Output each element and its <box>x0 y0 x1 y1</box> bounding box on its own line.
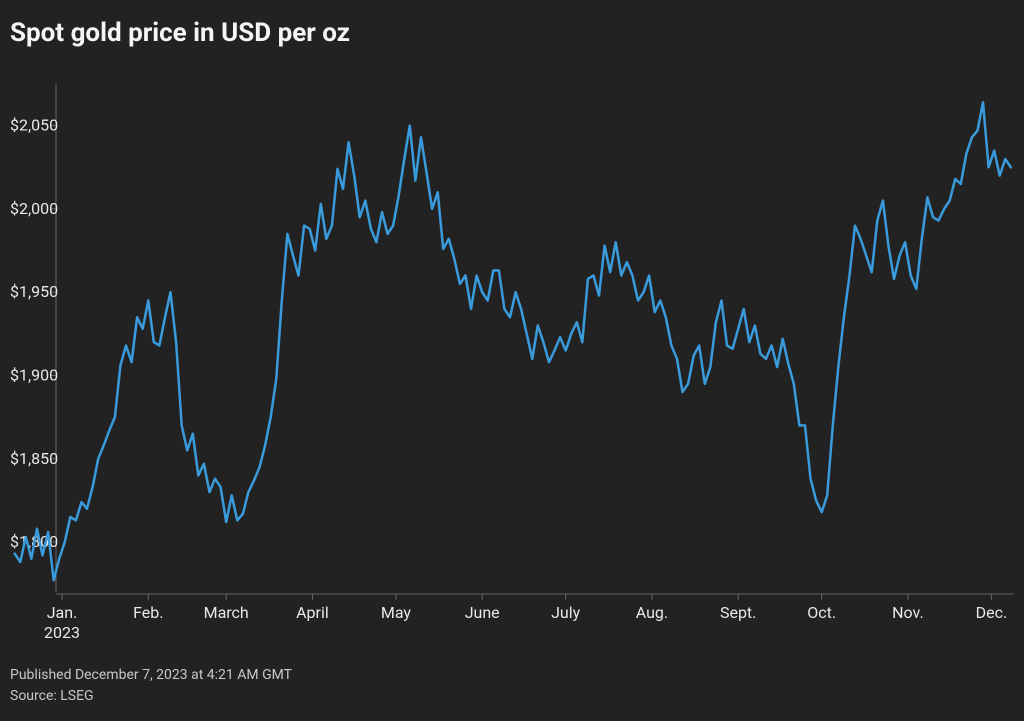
price-line <box>15 102 1011 580</box>
chart-area: $1,800$1,850$1,900$1,950$2,000$2,050Jan.… <box>10 84 1014 652</box>
data-source: Source: LSEG <box>10 686 292 707</box>
chart-title: Spot gold price in USD per oz <box>10 18 1014 48</box>
x-tick-label: June <box>465 603 500 622</box>
x-tick-label: Oct. <box>807 603 836 622</box>
y-tick-label: $1,900 <box>10 365 58 384</box>
x-tick-label: April <box>296 603 329 622</box>
x-tick-label: Jan. <box>47 603 78 622</box>
x-tick-label: July <box>551 603 581 622</box>
y-tick-label: $1,950 <box>10 282 58 301</box>
published-timestamp: Published December 7, 2023 at 4:21 AM GM… <box>10 665 292 686</box>
x-tick-label: Nov. <box>892 603 924 622</box>
x-tick-label: May <box>381 603 412 622</box>
x-tick-label: Sept. <box>720 603 756 622</box>
y-tick-label: $2,050 <box>10 116 58 135</box>
y-tick-label: $1,850 <box>10 449 58 468</box>
x-tick-label: Dec. <box>976 603 1008 622</box>
x-tick-label: Feb. <box>133 603 163 622</box>
y-tick-label: $2,000 <box>10 199 58 218</box>
x-tick-label: Aug. <box>636 603 668 622</box>
x-tick-label: March <box>204 603 249 622</box>
x-tick-sublabel: 2023 <box>44 623 80 642</box>
chart-footer: Published December 7, 2023 at 4:21 AM GM… <box>10 665 292 707</box>
line-chart-svg: $1,800$1,850$1,900$1,950$2,000$2,050Jan.… <box>10 84 1014 652</box>
